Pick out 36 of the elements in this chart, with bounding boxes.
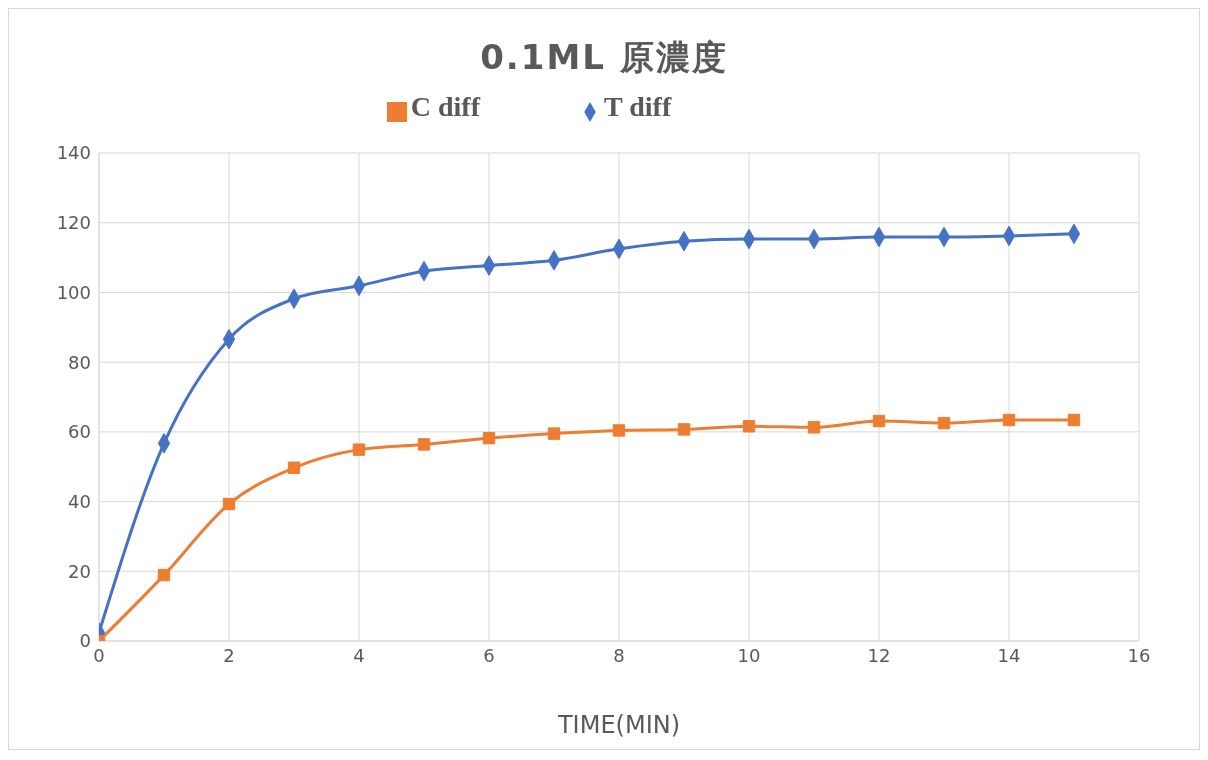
x-tick-label: 12 (867, 644, 891, 666)
y-tick-label: 140 (56, 142, 91, 164)
x-tick-label: 10 (737, 644, 761, 666)
point (612, 424, 626, 437)
y-tick-label: 40 (68, 490, 91, 512)
point (937, 416, 951, 430)
point (157, 568, 171, 582)
point (872, 414, 886, 428)
y-tick-label: 120 (56, 212, 91, 234)
x-tick-label: 14 (997, 644, 1021, 666)
x-tick-label: 2 (223, 644, 235, 666)
point (547, 427, 561, 440)
y-tick-label: 80 (68, 351, 91, 373)
point (1002, 413, 1016, 427)
point (742, 420, 756, 433)
x-axis-title: TIME(MIN) (556, 711, 681, 740)
x-tick-label: 8 (613, 644, 625, 666)
x-tick-label: 0 (93, 644, 105, 666)
point (807, 421, 821, 434)
y-tick-label: 60 (68, 421, 91, 443)
point (352, 443, 366, 456)
point (287, 461, 301, 474)
x-tick-label: 16 (1127, 644, 1151, 666)
point (482, 431, 496, 445)
chart-title: 0.1ML 原濃度 (479, 36, 729, 79)
legend-label: C diff (410, 91, 481, 122)
point (417, 438, 431, 451)
legend-label: T diff (604, 91, 672, 122)
y-tick-label: 100 (56, 281, 91, 303)
point (222, 497, 236, 511)
y-tick-label: 0 (79, 630, 91, 652)
x-tick-label: 6 (483, 644, 495, 666)
x-tick-label: 4 (353, 644, 365, 666)
point (677, 423, 691, 436)
point (1067, 413, 1081, 427)
y-tick-label: 20 (68, 560, 91, 582)
